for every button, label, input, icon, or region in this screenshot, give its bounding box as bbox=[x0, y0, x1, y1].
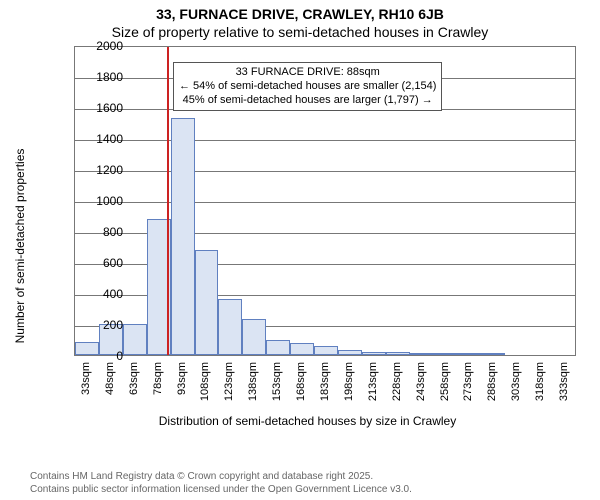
x-tick-label: 228sqm bbox=[391, 362, 403, 401]
x-tick-label: 168sqm bbox=[295, 362, 307, 401]
y-tick-label: 600 bbox=[83, 256, 123, 270]
x-tick-label: 213sqm bbox=[367, 362, 379, 401]
x-tick-label: 273sqm bbox=[462, 362, 474, 401]
property-marker-line bbox=[167, 47, 169, 355]
grid-line bbox=[75, 202, 575, 203]
histogram-bar bbox=[218, 299, 242, 355]
footer-attribution: Contains HM Land Registry data © Crown c… bbox=[30, 470, 412, 496]
x-tick-label: 138sqm bbox=[247, 362, 259, 401]
page-title-address: 33, FURNACE DRIVE, CRAWLEY, RH10 6JB bbox=[0, 0, 600, 22]
y-tick-label: 1200 bbox=[83, 163, 123, 177]
y-tick-label: 2000 bbox=[83, 39, 123, 53]
histogram-bar bbox=[123, 324, 147, 355]
x-tick-label: 183sqm bbox=[319, 362, 331, 401]
histogram-bar bbox=[242, 319, 266, 355]
x-tick-label: 33sqm bbox=[80, 362, 92, 395]
y-tick-label: 200 bbox=[83, 318, 123, 332]
histogram-bar bbox=[481, 353, 505, 355]
y-tick-label: 0 bbox=[83, 349, 123, 363]
x-tick-label: 93sqm bbox=[176, 362, 188, 395]
x-tick-label: 243sqm bbox=[415, 362, 427, 401]
x-tick-label: 48sqm bbox=[104, 362, 116, 395]
x-tick-label: 78sqm bbox=[152, 362, 164, 395]
histogram-bar bbox=[457, 353, 481, 355]
histogram-bar bbox=[410, 353, 434, 355]
histogram-bar bbox=[434, 353, 458, 355]
x-tick-label: 288sqm bbox=[486, 362, 498, 401]
footer-line-2: Contains public sector information licen… bbox=[30, 483, 412, 496]
x-axis-label: Distribution of semi-detached houses by … bbox=[30, 414, 585, 428]
histogram-bar bbox=[171, 118, 195, 355]
x-tick-label: 108sqm bbox=[199, 362, 211, 401]
histogram-bar bbox=[314, 346, 338, 355]
annotation-box: 33 FURNACE DRIVE: 88sqm← 54% of semi-det… bbox=[173, 62, 442, 111]
histogram-bar bbox=[362, 352, 386, 355]
histogram-bar bbox=[338, 350, 362, 355]
annotation-line: 33 FURNACE DRIVE: 88sqm bbox=[179, 66, 436, 80]
annotation-line: 45% of semi-detached houses are larger (… bbox=[179, 94, 436, 108]
x-tick-label: 258sqm bbox=[439, 362, 451, 401]
y-tick-label: 1000 bbox=[83, 194, 123, 208]
x-tick-label: 63sqm bbox=[128, 362, 140, 395]
x-tick-label: 153sqm bbox=[271, 362, 283, 401]
annotation-line: ← 54% of semi-detached houses are smalle… bbox=[179, 80, 436, 94]
y-tick-label: 1400 bbox=[83, 132, 123, 146]
grid-line bbox=[75, 140, 575, 141]
x-tick-label: 123sqm bbox=[223, 362, 235, 401]
x-tick-label: 318sqm bbox=[534, 362, 546, 401]
histogram-bar bbox=[266, 340, 290, 355]
chart-container: Number of semi-detached properties 33 FU… bbox=[30, 46, 585, 446]
footer-line-1: Contains HM Land Registry data © Crown c… bbox=[30, 470, 412, 483]
histogram-bar bbox=[386, 352, 410, 355]
y-tick-label: 400 bbox=[83, 287, 123, 301]
y-tick-label: 1600 bbox=[83, 101, 123, 115]
grid-line bbox=[75, 171, 575, 172]
x-tick-label: 198sqm bbox=[343, 362, 355, 401]
x-tick-label: 303sqm bbox=[510, 362, 522, 401]
histogram-bar bbox=[290, 343, 314, 355]
y-tick-label: 800 bbox=[83, 225, 123, 239]
y-axis-label: Number of semi-detached properties bbox=[13, 149, 27, 344]
plot-area: 33 FURNACE DRIVE: 88sqm← 54% of semi-det… bbox=[74, 46, 576, 356]
histogram-bar bbox=[195, 250, 219, 355]
x-tick-label: 333sqm bbox=[558, 362, 570, 401]
y-tick-label: 1800 bbox=[83, 70, 123, 84]
